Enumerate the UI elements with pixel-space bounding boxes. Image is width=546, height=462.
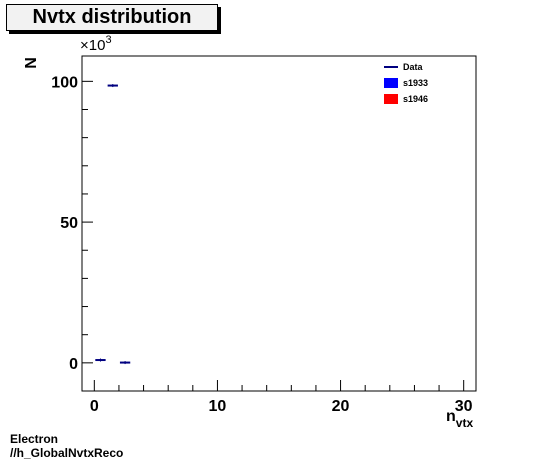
y-tick-label: 50 [60, 215, 78, 232]
footer-line-particle: Electron [10, 432, 59, 446]
y-axis-label: N [23, 57, 40, 69]
y-axis-ticks: 0 50 100 [51, 74, 93, 392]
plot-frame [81, 55, 477, 392]
y-multiplier-base: ×10 [80, 37, 105, 54]
x-tick-label: 0 [90, 398, 99, 415]
x-axis-label-subscript: vtx [456, 416, 474, 430]
x-axis-label-main: n [446, 408, 456, 425]
legend-swatch-box [384, 94, 398, 104]
y-tick-label: 0 [69, 356, 78, 373]
x-tick-label: 20 [332, 398, 350, 415]
x-tick-label: 30 [455, 398, 473, 415]
legend-label: s1946 [403, 94, 428, 104]
x-tick-label: 10 [209, 398, 227, 415]
histogram-chart: 0 10 20 30 0 50 100 Data s1933 s1946 N ×103 nvt… [23, 34, 477, 430]
footer-line-histogram-path: //h_GlobalNvtxReco [10, 446, 124, 460]
y-multiplier: ×103 [80, 34, 112, 54]
legend-label: s1933 [403, 78, 428, 88]
footer-caption: Electron //h_GlobalNvtxReco [10, 432, 123, 460]
legend: Data s1933 s1946 [384, 62, 428, 104]
x-axis-ticks: 0 10 20 30 [90, 380, 473, 415]
x-axis-label: nvtx [446, 408, 473, 430]
legend-swatch-box [384, 78, 398, 88]
plot-title: Nvtx distribution [6, 4, 218, 31]
legend-label: Data [403, 62, 424, 72]
y-multiplier-exponent: 3 [105, 34, 111, 46]
y-tick-label: 100 [51, 74, 78, 91]
data-series [95, 84, 131, 365]
